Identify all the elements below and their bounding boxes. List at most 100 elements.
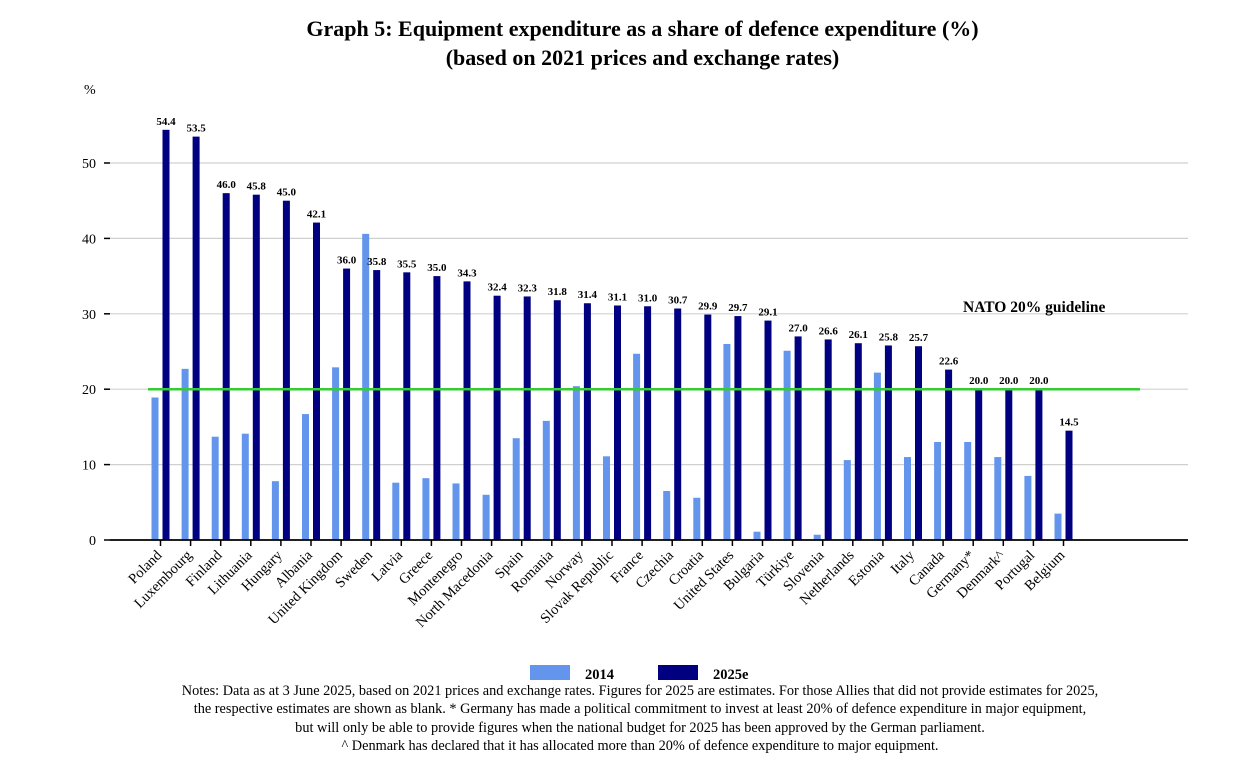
data-label: 20.0 — [1029, 375, 1049, 387]
bar-2025e — [794, 336, 802, 540]
bar-2014 — [723, 343, 731, 540]
data-label: 36.0 — [337, 255, 357, 267]
data-label: 54.4 — [156, 116, 176, 128]
bar-2014 — [482, 494, 490, 540]
bar-2025e — [553, 300, 561, 540]
bar-2014 — [633, 353, 641, 540]
data-label: 34.3 — [457, 267, 477, 279]
bar-2014 — [994, 457, 1002, 540]
bar-2025e — [734, 316, 742, 540]
bar-2014 — [332, 367, 340, 540]
data-label: 26.6 — [819, 325, 839, 337]
bar-2025e — [1065, 430, 1073, 540]
data-label: 42.1 — [307, 209, 326, 221]
data-label: 31.8 — [548, 286, 568, 298]
chart-title: Graph 5: Equipment expenditure as a shar… — [306, 16, 979, 41]
y-tick-label: 0 — [89, 534, 96, 549]
chart-title-block: Graph 5: Equipment expenditure as a shar… — [0, 14, 1235, 72]
data-label: 53.5 — [186, 123, 206, 135]
bar-2025e — [614, 305, 621, 540]
note-line: but will only be able to provide figures… — [295, 719, 985, 736]
data-label: 20.0 — [969, 375, 989, 387]
bar-2025e — [343, 268, 351, 540]
legend-label-2025e: 2025e — [713, 667, 749, 683]
chart-subtitle: (based on 2021 prices and exchange rates… — [445, 45, 840, 70]
data-label: 35.5 — [397, 258, 417, 270]
data-label: 29.7 — [728, 302, 748, 314]
bar-2014 — [151, 397, 159, 540]
bar-2025e — [583, 303, 591, 540]
bar-2025e — [463, 281, 471, 540]
bar-2025e — [674, 308, 682, 540]
bar-2025e — [945, 369, 953, 540]
data-label: 30.7 — [668, 295, 688, 307]
data-label: 35.0 — [427, 262, 447, 274]
data-label: 29.1 — [758, 307, 777, 319]
y-axis-label: % — [84, 83, 96, 98]
data-label: 25.7 — [909, 332, 929, 344]
bar-2014 — [964, 441, 972, 540]
data-label: 32.4 — [487, 282, 507, 294]
bar-2014 — [452, 483, 460, 540]
y-tick-label: 20 — [82, 383, 96, 398]
data-label: 31.0 — [638, 292, 658, 304]
bar-2014 — [603, 456, 610, 540]
bar-2025e — [493, 295, 501, 540]
data-label: 32.3 — [518, 282, 538, 294]
bar-2025e — [704, 314, 712, 540]
bar-2014 — [422, 478, 430, 540]
bar-2025e — [222, 193, 230, 540]
bar-2014 — [181, 368, 189, 540]
data-label: 26.1 — [849, 329, 868, 341]
y-tick-label: 10 — [82, 459, 96, 474]
bar-2014 — [843, 460, 851, 540]
bar-2014 — [362, 233, 370, 540]
chart-notes: Notes: Data as at 3 June 2025, based on … — [0, 682, 1235, 755]
bar-2025e — [162, 129, 170, 540]
bar-2014 — [542, 420, 550, 540]
bar-2014 — [211, 436, 219, 540]
bar-2014 — [1054, 513, 1062, 540]
data-label: 45.0 — [277, 187, 297, 199]
bar-2014 — [813, 534, 821, 540]
bar-2014 — [241, 433, 249, 540]
legend-label-2014: 2014 — [585, 667, 614, 683]
bar-2025e — [824, 339, 832, 540]
bar-2014 — [1024, 475, 1032, 540]
bar-2014 — [904, 457, 911, 540]
bar-2025e — [433, 276, 441, 540]
bar-2014 — [512, 438, 520, 540]
data-label: 45.8 — [247, 181, 267, 193]
bar-2014 — [783, 350, 791, 540]
bar-2025e — [915, 346, 922, 540]
bar-2025e — [884, 345, 892, 540]
bar-2025e — [252, 194, 260, 540]
bar-2025e — [644, 306, 652, 540]
data-label: 27.0 — [788, 322, 808, 334]
bar-2025e — [403, 272, 411, 540]
note-line: the respective estimates are shown as bl… — [193, 701, 1087, 718]
bar-2025e — [313, 222, 320, 541]
note-line: Notes: Data as at 3 June 2025, based on … — [181, 683, 1099, 699]
legend-swatch-2014 — [530, 665, 570, 680]
data-label: 25.8 — [879, 331, 899, 343]
data-label: 29.9 — [698, 301, 718, 313]
bar-2014 — [873, 372, 881, 540]
data-label: 31.4 — [578, 289, 598, 301]
bar-2014 — [572, 386, 580, 540]
y-tick-label: 40 — [82, 232, 96, 247]
bar-2014 — [934, 441, 942, 540]
data-label: 22.6 — [939, 356, 959, 368]
data-label: 31.1 — [608, 292, 627, 304]
bar-2025e — [523, 296, 531, 540]
bar-2025e — [373, 270, 381, 540]
data-label: 35.8 — [367, 256, 387, 268]
bar-2025e — [1005, 389, 1013, 540]
bar-2014 — [271, 481, 279, 540]
bar-2025e — [1035, 389, 1043, 540]
bar-2025e — [854, 343, 862, 540]
bar-2014 — [392, 482, 400, 540]
bar-2025e — [764, 320, 772, 540]
nato-guideline-label: NATO 20% guideline — [963, 299, 1106, 316]
